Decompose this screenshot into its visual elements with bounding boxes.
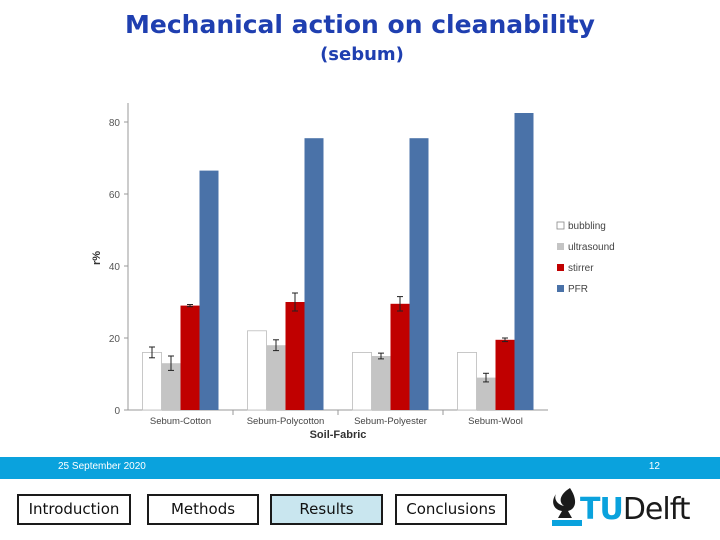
y-tick-label: 20 bbox=[109, 334, 121, 345]
bar-chart: 0 20 40 60 80 r% Sebum-Cotton Sebum-Polycotton S… bbox=[91, 103, 615, 441]
slide-subtitle: (sebum) bbox=[320, 44, 404, 65]
bar-stirrer-0 bbox=[180, 305, 200, 410]
legend-swatch-stirrer bbox=[557, 264, 564, 271]
y-axis-title: r% bbox=[91, 251, 103, 265]
flame-icon bbox=[552, 488, 582, 526]
y-tick-label: 60 bbox=[109, 190, 121, 201]
chart-labels: 0 20 40 60 80 r% Sebum-Cotton Sebum-Polycotton S… bbox=[91, 118, 523, 441]
legend-label-stirrer: stirrer bbox=[568, 263, 594, 274]
bar-ultrasound-0 bbox=[161, 363, 181, 410]
tudelft-logo: TUDelft bbox=[546, 484, 691, 532]
chart-legend: bubbling ultrasound stirrer PFR bbox=[556, 221, 615, 295]
footer-date: 25 September 2020 bbox=[58, 461, 146, 472]
x-axis-title: Soil-Fabric bbox=[310, 429, 367, 441]
slide-title: Mechanical action on cleanability bbox=[125, 10, 595, 39]
legend-swatch-bubbling bbox=[556, 221, 565, 230]
bar-ultrasound-1 bbox=[266, 345, 286, 410]
nav-methods-button[interactable]: Methods bbox=[147, 494, 259, 525]
nav-introduction-button[interactable]: Introduction bbox=[17, 494, 131, 525]
x-tick-label: Sebum-Polyester bbox=[354, 416, 427, 427]
legend-swatch-ultrasound bbox=[557, 243, 564, 250]
logo-delft: Delft bbox=[622, 492, 691, 527]
nav-results-button[interactable]: Results bbox=[270, 494, 383, 525]
legend-label-ultrasound: ultrasound bbox=[568, 242, 615, 253]
bar-ultrasound-3 bbox=[476, 377, 496, 410]
x-tick-label: Sebum-Cotton bbox=[150, 416, 211, 427]
nav-conclusions-button[interactable]: Conclusions bbox=[395, 494, 507, 525]
legend-swatch-PFR bbox=[557, 285, 564, 292]
bar-ultrasound-2 bbox=[371, 356, 391, 410]
bar-stirrer-1 bbox=[285, 302, 305, 410]
x-tick-label: Sebum-Wool bbox=[468, 416, 523, 427]
bar-bubbling-3 bbox=[457, 351, 477, 411]
bar-PFR-3 bbox=[514, 113, 534, 410]
x-tick-label: Sebum-Polycotton bbox=[247, 416, 325, 427]
logo-text: TUDelft bbox=[580, 492, 691, 527]
y-tick-label: 40 bbox=[109, 262, 121, 273]
legend-label-bubbling: bubbling bbox=[568, 221, 606, 232]
logo-tu: TU bbox=[580, 492, 624, 527]
bar-PFR-2 bbox=[409, 138, 429, 410]
chart-bars bbox=[142, 113, 534, 411]
bar-bubbling-1 bbox=[247, 330, 267, 411]
y-tick-label: 0 bbox=[114, 406, 120, 417]
bar-PFR-1 bbox=[304, 138, 324, 410]
bar-PFR-0 bbox=[199, 170, 219, 410]
y-tick-label: 80 bbox=[109, 118, 121, 129]
bar-bubbling-2 bbox=[352, 351, 372, 411]
footer-page-number: 12 bbox=[648, 461, 660, 472]
bar-stirrer-3 bbox=[495, 339, 515, 410]
bar-bubbling-0 bbox=[142, 351, 162, 411]
legend-label-PFR: PFR bbox=[568, 284, 588, 295]
footer-bar: 25 September 2020 12 bbox=[0, 457, 720, 479]
bar-stirrer-2 bbox=[390, 303, 410, 410]
